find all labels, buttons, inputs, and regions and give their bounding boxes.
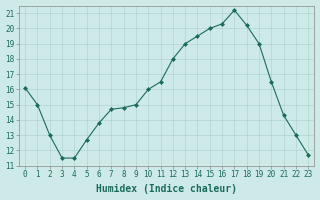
X-axis label: Humidex (Indice chaleur): Humidex (Indice chaleur) xyxy=(96,184,237,194)
